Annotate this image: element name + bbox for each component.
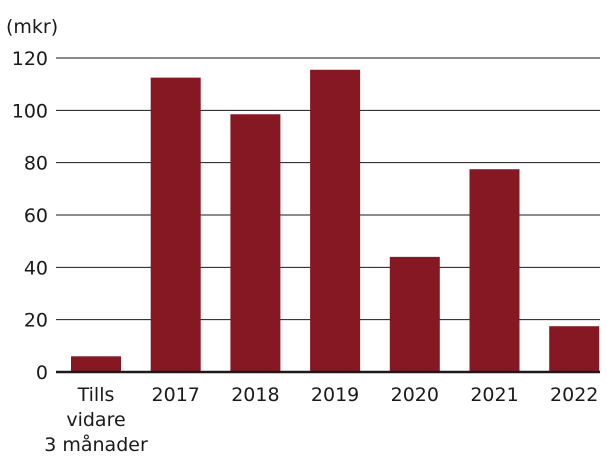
y-tick-label: 80 bbox=[24, 153, 48, 175]
x-tick-label: 2020 bbox=[391, 384, 439, 406]
y-axis-unit-label: (mkr) bbox=[6, 16, 58, 38]
x-tick-label: 2019 bbox=[311, 384, 359, 406]
y-tick-label: 60 bbox=[24, 205, 48, 227]
y-tick-label: 20 bbox=[24, 310, 48, 332]
bar bbox=[71, 356, 121, 372]
y-tick-labels: 0 20 40 60 80 100 120 bbox=[12, 48, 48, 384]
y-tick-label: 40 bbox=[24, 257, 48, 279]
bar bbox=[389, 256, 440, 372]
x-tick-label: 2018 bbox=[231, 384, 279, 406]
x-tick-label: Tills vidare 3 månader bbox=[44, 384, 148, 456]
bar bbox=[310, 69, 361, 373]
bar bbox=[150, 77, 201, 372]
y-tick-label: 120 bbox=[12, 48, 48, 70]
x-tick-label: 2021 bbox=[470, 384, 518, 406]
x-tick-label: 2022 bbox=[550, 384, 598, 406]
y-tick-label: 0 bbox=[36, 362, 48, 384]
bar bbox=[549, 326, 600, 372]
y-tick-label: 100 bbox=[12, 100, 48, 122]
bar bbox=[230, 114, 281, 372]
bars bbox=[71, 69, 600, 373]
bar bbox=[469, 169, 520, 372]
x-tick-label: 2017 bbox=[152, 384, 200, 406]
